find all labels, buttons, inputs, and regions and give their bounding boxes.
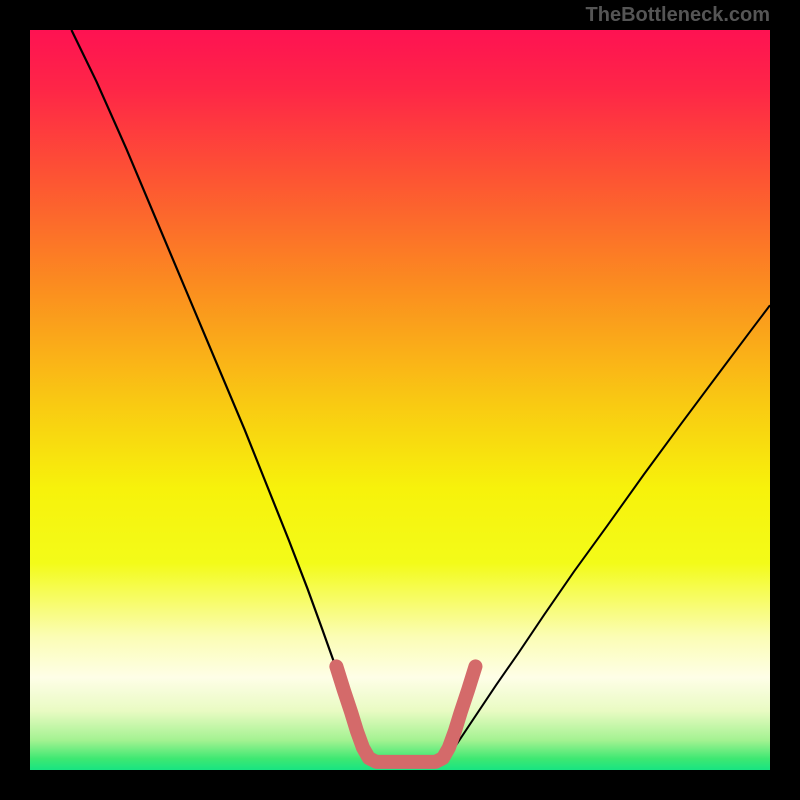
chart-frame: TheBottleneck.com	[0, 0, 800, 800]
plot-background	[30, 30, 770, 770]
plot-svg	[30, 30, 770, 770]
plot-area	[30, 30, 770, 770]
source-watermark: TheBottleneck.com	[586, 4, 770, 27]
